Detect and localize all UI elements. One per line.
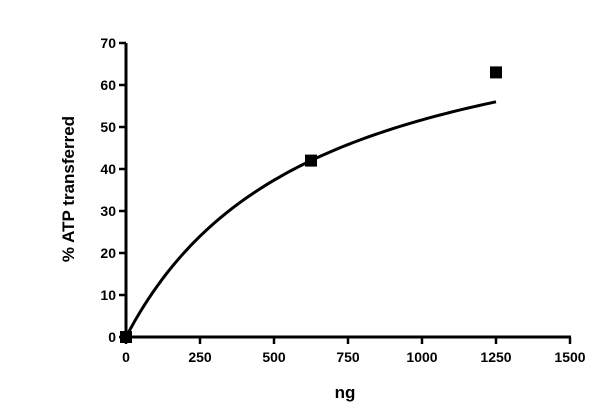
y-tick-label: 50 bbox=[100, 119, 116, 135]
y-tick-label: 0 bbox=[108, 329, 116, 345]
data-points-group bbox=[120, 66, 502, 343]
axes: 0 250 500 750 1000 1250 1500 0 10 20 30 40 50 60 70 bbox=[100, 35, 585, 365]
y-tick-label: 70 bbox=[100, 35, 116, 51]
fit-curve-group bbox=[124, 100, 497, 338]
y-axis-title: % ATP transferred bbox=[59, 116, 78, 262]
y-tick-label: 20 bbox=[100, 245, 116, 261]
data-point bbox=[120, 331, 132, 343]
data-point bbox=[490, 66, 502, 79]
x-tick-label: 0 bbox=[122, 349, 130, 365]
y-tick-label: 10 bbox=[100, 287, 116, 303]
fit-curve bbox=[124, 100, 497, 338]
x-tick-label: 500 bbox=[262, 349, 286, 365]
y-tick-label: 40 bbox=[100, 161, 116, 177]
x-tick-label: 1000 bbox=[406, 349, 437, 365]
y-tick-label: 30 bbox=[100, 203, 116, 219]
x-axis-title: ng bbox=[335, 383, 356, 402]
x-tick-label: 250 bbox=[188, 349, 212, 365]
y-tick-label: 60 bbox=[100, 77, 116, 93]
data-point bbox=[305, 154, 317, 167]
x-tick-label: 750 bbox=[336, 349, 360, 365]
x-tick-label: 1500 bbox=[554, 349, 585, 365]
x-tick-label: 1250 bbox=[480, 349, 511, 365]
